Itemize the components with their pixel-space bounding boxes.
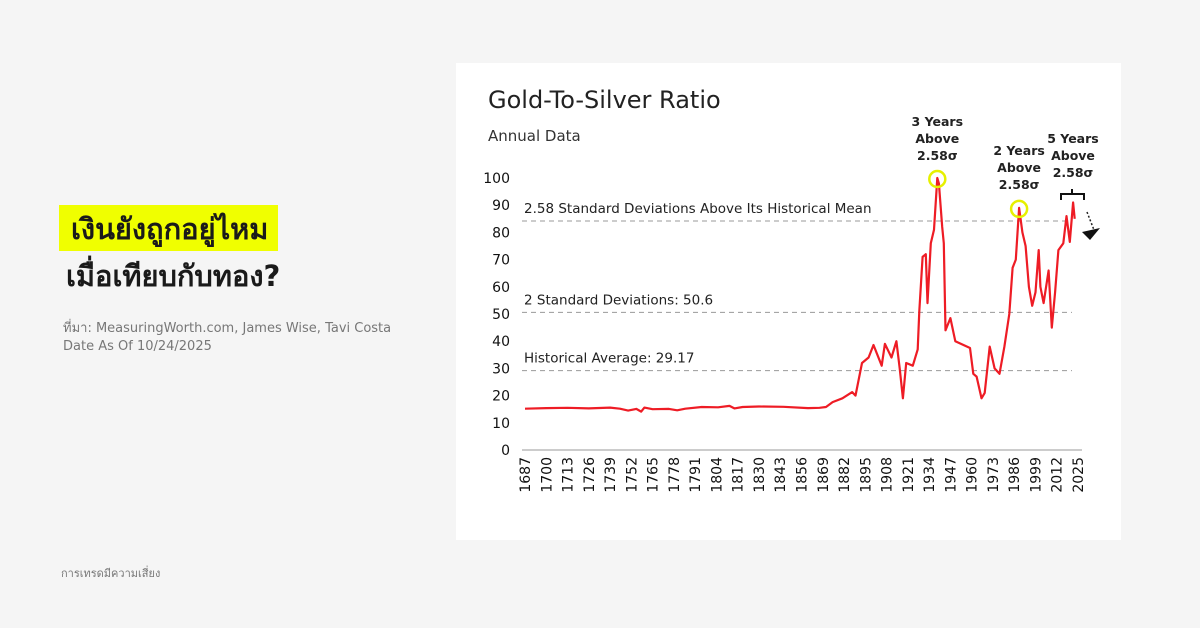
x-tick-label: 1739 xyxy=(603,457,619,493)
x-tick-label: 1973 xyxy=(986,457,1002,493)
annotation-text: Above xyxy=(997,160,1041,175)
reference-line-label: 2 Standard Deviations: 50.6 xyxy=(524,292,713,308)
annotation-text: Above xyxy=(915,131,959,146)
x-tick-label: 1817 xyxy=(731,457,747,493)
y-tick-label: 40 xyxy=(492,334,510,350)
x-tick-label: 1726 xyxy=(582,457,598,493)
date-line: Date As Of 10/24/2025 xyxy=(63,339,212,354)
x-tick-label: 1856 xyxy=(795,457,811,493)
annotation-text: 5 Years xyxy=(1047,131,1098,146)
y-tick-label: 80 xyxy=(492,225,510,241)
annotation-text: 2.58σ xyxy=(1053,165,1094,180)
x-tick-label: 1934 xyxy=(922,457,938,493)
source-line: ที่มา: MeasuringWorth.com, James Wise, T… xyxy=(63,321,392,336)
highlight-circle xyxy=(1009,199,1029,219)
x-tick-label: 1843 xyxy=(773,457,789,493)
y-tick-label: 0 xyxy=(501,443,510,459)
annotation-text: 2.58σ xyxy=(999,177,1040,192)
y-tick-label: 50 xyxy=(492,307,510,323)
risk-disclaimer: การเทรดมีความเสี่ยง xyxy=(61,567,161,580)
x-tick-label: 1869 xyxy=(816,457,832,493)
x-tick-label: 1778 xyxy=(667,457,683,493)
x-tick-label: 1999 xyxy=(1028,457,1044,493)
x-tick-label: 1752 xyxy=(624,457,640,493)
dotted-arrow-line xyxy=(1086,211,1095,231)
x-tick-label: 1882 xyxy=(837,457,853,493)
x-tick-label: 1687 xyxy=(518,457,534,493)
headline-highlight: เงินยังถูกอยู่ไหม xyxy=(59,205,279,251)
bracket-icon xyxy=(1060,189,1085,200)
arrow-down-icon xyxy=(1082,228,1100,240)
x-tick-label: 1765 xyxy=(646,457,662,493)
y-tick-label: 30 xyxy=(492,361,510,377)
y-tick-label: 20 xyxy=(492,389,510,405)
annotation-text: 3 Years xyxy=(912,114,963,129)
gold-silver-ratio-line xyxy=(524,176,1076,413)
reference-line-label: Historical Average: 29.17 xyxy=(524,351,694,367)
highlight-circle xyxy=(928,169,947,189)
reference-line-label: 2.58 Standard Deviations Above Its Histo… xyxy=(524,201,872,217)
y-tick-label: 60 xyxy=(492,280,510,296)
x-tick-label: 1921 xyxy=(901,457,917,493)
y-tick-label: 10 xyxy=(492,416,510,432)
y-tick-label: 100 xyxy=(483,171,510,187)
x-tick-label: 1804 xyxy=(709,457,725,493)
x-tick-label: 1791 xyxy=(688,457,704,493)
chart-subtitle: Annual Data xyxy=(488,127,581,145)
x-tick-label: 1713 xyxy=(561,457,577,493)
x-tick-label: 1960 xyxy=(965,457,981,493)
annotation-text: Above xyxy=(1051,148,1095,163)
headline-second-line: เมื่อเทียบกับทอง? xyxy=(66,259,281,293)
chart-title: Gold-To-Silver Ratio xyxy=(488,86,721,114)
x-tick-label: 1700 xyxy=(539,457,555,493)
y-tick-label: 70 xyxy=(492,253,510,269)
x-tick-label: 2025 xyxy=(1071,457,1087,493)
x-tick-label: 1986 xyxy=(1007,457,1023,493)
x-tick-label: 2012 xyxy=(1050,457,1066,493)
x-tick-label: 1895 xyxy=(858,457,874,493)
annotation-text: 2.58σ xyxy=(917,148,958,163)
annotation-text: 2 Years xyxy=(993,143,1044,158)
x-tick-label: 1947 xyxy=(943,457,959,493)
source-note: ที่มา: MeasuringWorth.com, James Wise, T… xyxy=(63,320,391,356)
y-tick-label: 90 xyxy=(492,198,510,214)
x-tick-label: 1830 xyxy=(752,457,768,493)
x-tick-label: 1908 xyxy=(880,457,896,493)
